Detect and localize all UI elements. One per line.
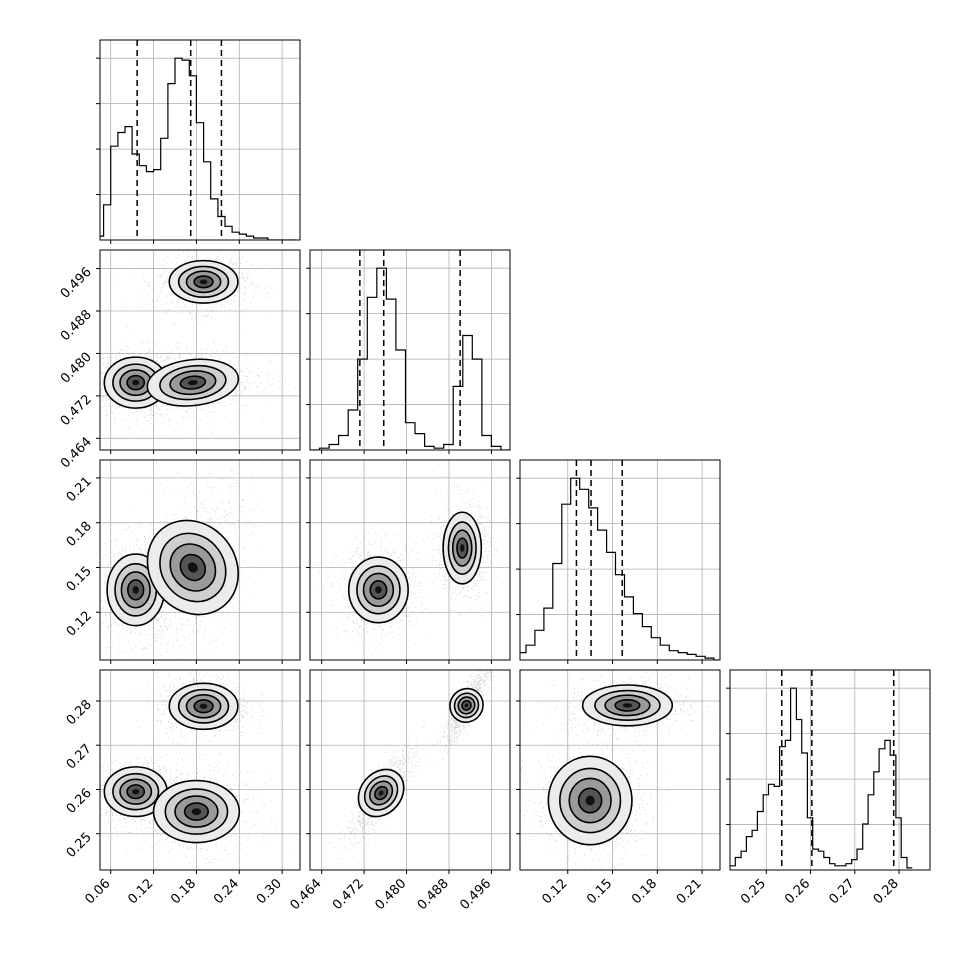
histogram-bars <box>730 687 913 869</box>
x-tick-label: 0.18 <box>629 876 660 907</box>
contour-level-4 <box>460 544 465 552</box>
contour-level-4 <box>378 790 384 796</box>
joint-panel-3-2 <box>519 669 721 871</box>
y-tick-label: 0.25 <box>64 830 95 861</box>
histogram-bars <box>100 57 297 240</box>
contour-level-4 <box>464 703 469 708</box>
histogram-bars <box>520 477 720 660</box>
x-tick-label: 0.18 <box>168 876 199 907</box>
x-tick-label: 0.21 <box>674 876 705 907</box>
y-tick-label: 0.464 <box>58 435 95 472</box>
y-tick-label: 0.488 <box>58 307 95 344</box>
contour-level-4 <box>132 379 140 386</box>
x-tick-label: 0.488 <box>415 876 452 913</box>
scatter-points <box>329 670 499 865</box>
panel-frame <box>99 39 301 241</box>
x-tick-label: 0.464 <box>288 876 325 913</box>
x-tick-label: 0.26 <box>782 876 813 907</box>
contour-level-4 <box>199 703 208 709</box>
y-tick-label: 0.21 <box>64 474 95 505</box>
panel-frame <box>309 669 511 871</box>
x-tick-label: 0.24 <box>211 876 242 907</box>
y-tick-label: 0.26 <box>64 786 95 817</box>
x-tick-label: 0.12 <box>125 876 156 907</box>
contour-level-4 <box>375 586 382 594</box>
panel-frame <box>99 249 301 451</box>
x-tick-label: 0.496 <box>457 876 494 913</box>
x-tick-label: 0.30 <box>254 876 285 907</box>
joint-panel-2-1 <box>309 459 511 661</box>
histogram-panel-0 <box>96 39 301 241</box>
panel-frame <box>99 459 301 661</box>
contour-level-4 <box>622 703 633 708</box>
y-tick-label: 0.12 <box>64 608 95 639</box>
y-tick-label: 0.15 <box>64 564 95 595</box>
y-tick-label: 0.472 <box>58 392 95 429</box>
joint-panel-1-0 <box>99 249 301 451</box>
panel-frame <box>309 459 511 661</box>
y-tick-label: 0.27 <box>64 741 95 772</box>
contour-level-4 <box>191 808 202 815</box>
joint-panel-3-1 <box>309 669 511 871</box>
y-tick-label: 0.496 <box>58 265 95 302</box>
contour-level-4 <box>132 788 140 795</box>
panel-frame <box>729 669 931 871</box>
x-tick-label: 0.480 <box>372 876 409 913</box>
panel-frame <box>519 669 721 871</box>
contour-level-4 <box>199 279 208 285</box>
x-tick-label: 0.12 <box>540 876 571 907</box>
y-tick-label: 0.28 <box>64 697 95 728</box>
x-tick-label: 0.25 <box>738 876 769 907</box>
x-tick-label: 0.15 <box>584 876 615 907</box>
joint-panel-2-0 <box>99 459 301 661</box>
x-tick-label: 0.27 <box>827 876 858 907</box>
contour-level-4 <box>585 795 595 806</box>
contour-level-4 <box>187 380 198 386</box>
x-tick-label: 0.06 <box>82 876 113 907</box>
panel-frame <box>519 459 721 661</box>
histogram-panel-3 <box>726 669 931 871</box>
y-tick-label: 0.18 <box>64 519 95 550</box>
contour-level-4 <box>132 585 139 594</box>
histogram-bars <box>310 267 510 450</box>
panel-frame <box>309 249 511 451</box>
y-tick-label: 0.480 <box>58 350 95 387</box>
panel-frame <box>99 669 301 871</box>
x-tick-label: 0.28 <box>871 876 902 907</box>
x-tick-label: 0.472 <box>330 876 367 913</box>
histogram-panel-1 <box>306 249 511 451</box>
contour-level-4 <box>187 562 198 573</box>
histogram-panel-2 <box>516 459 721 661</box>
joint-panel-3-0 <box>99 669 301 871</box>
